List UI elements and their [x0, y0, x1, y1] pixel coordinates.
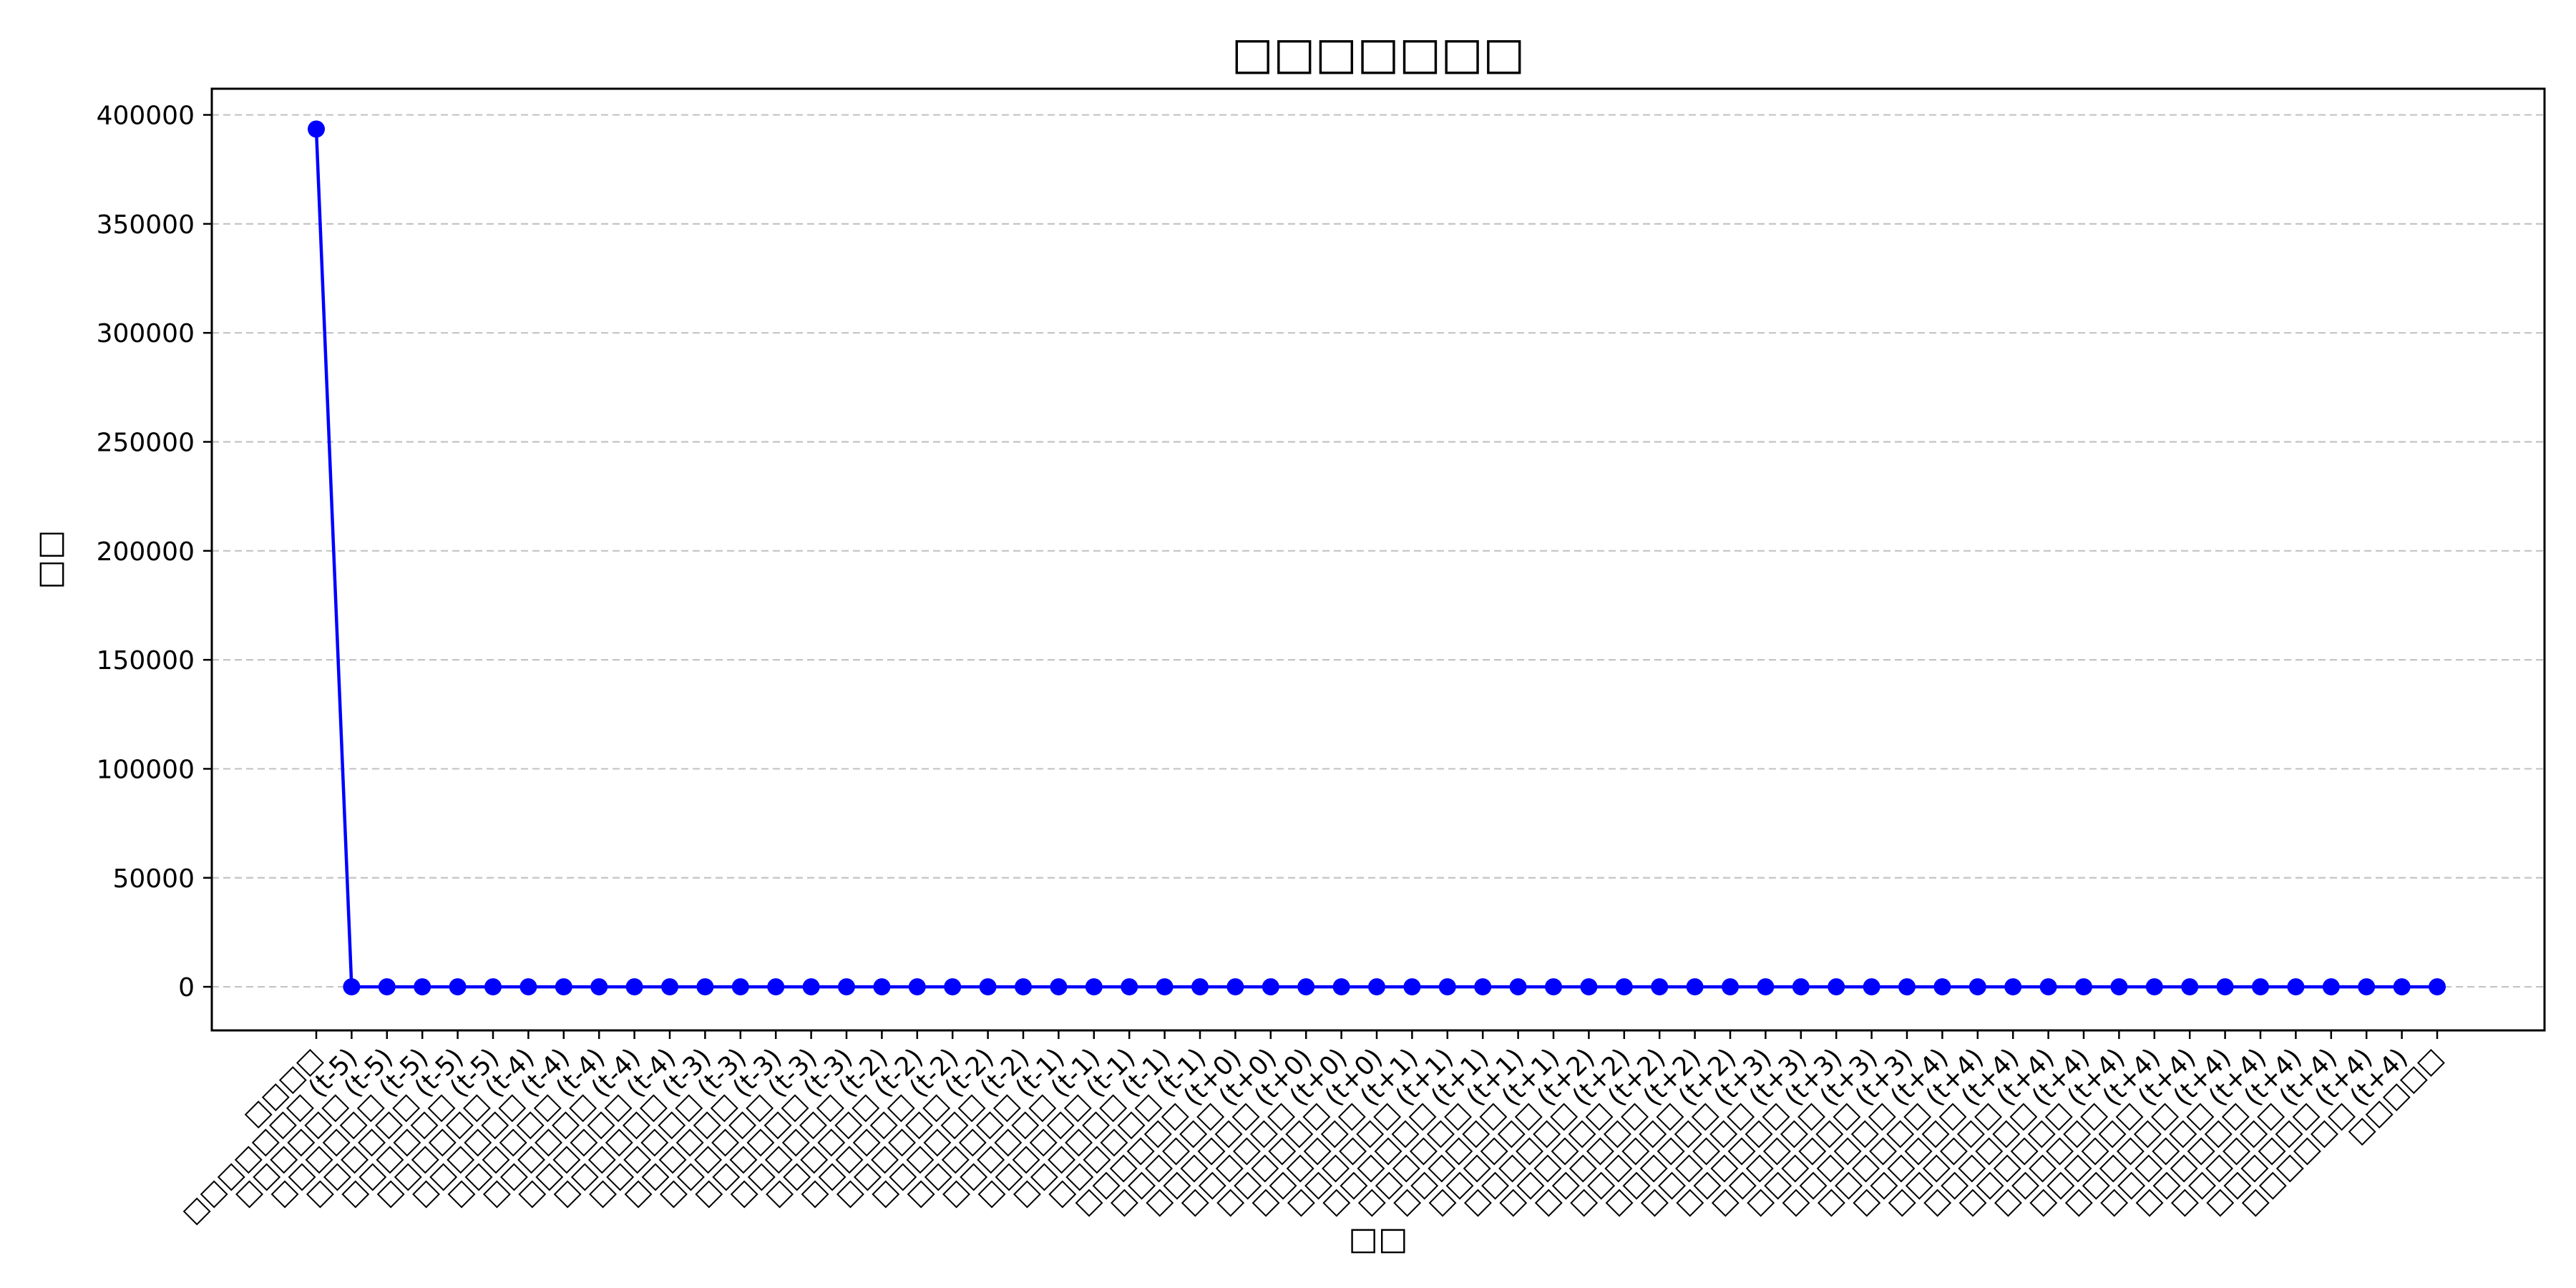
data-point [696, 978, 714, 996]
data-point [1121, 978, 1138, 996]
data-point [731, 978, 749, 996]
data-point [1368, 978, 1385, 996]
data-point [1828, 978, 1845, 996]
data-point [1933, 978, 1951, 996]
data-point [767, 978, 785, 996]
data-point [661, 978, 678, 996]
data-point [414, 978, 431, 996]
data-point [1015, 978, 1032, 996]
series-group [308, 120, 2446, 996]
x-axis-label: □□ [1348, 1221, 1407, 1257]
data-point [2039, 978, 2057, 996]
y-axis-label: □□ [31, 530, 68, 589]
data-point [1191, 978, 1209, 996]
y-tick-label: 150000 [97, 646, 195, 675]
data-point [2110, 978, 2128, 996]
data-point [1686, 978, 1704, 996]
data-point [449, 978, 467, 996]
y-tick-label: 350000 [97, 210, 195, 240]
y-tick-label: 200000 [97, 537, 195, 567]
data-point [1615, 978, 1633, 996]
data-point [1403, 978, 1421, 996]
data-point [2358, 978, 2376, 996]
data-point [484, 978, 502, 996]
data-point [1050, 978, 1068, 996]
data-point [378, 978, 396, 996]
y-tick-label: 0 [178, 973, 195, 1002]
data-point [1757, 978, 1775, 996]
y-tick-label: 400000 [97, 102, 195, 131]
data-point [1297, 978, 1315, 996]
y-tick-label: 50000 [112, 864, 195, 894]
data-point [2393, 978, 2411, 996]
data-point [2429, 978, 2446, 996]
data-point [555, 978, 572, 996]
data-point [343, 978, 361, 996]
data-point [519, 978, 537, 996]
data-point [2075, 978, 2092, 996]
data-point [1545, 978, 1562, 996]
data-point [1474, 978, 1492, 996]
data-point [908, 978, 926, 996]
data-point [1722, 978, 1739, 996]
data-point [1580, 978, 1598, 996]
data-point [625, 978, 643, 996]
data-point [1863, 978, 1880, 996]
data-point [1332, 978, 1350, 996]
data-point [1898, 978, 1916, 996]
data-point [802, 978, 820, 996]
data-point [838, 978, 855, 996]
data-point [2252, 978, 2269, 996]
data-point [1438, 978, 1456, 996]
data-point [1156, 978, 1174, 996]
data-point [2004, 978, 2022, 996]
data-point [2287, 978, 2305, 996]
y-tick-label: 300000 [97, 319, 195, 348]
data-point [1651, 978, 1669, 996]
data-point [2145, 978, 2163, 996]
plot-frame [210, 87, 2546, 1032]
data-point [1968, 978, 1986, 996]
data-point [1509, 978, 1527, 996]
data-point [590, 978, 608, 996]
y-axis-ticks: 0 50000 100000 150000 200000 250000 300000 3500… [97, 102, 212, 1002]
data-point [2216, 978, 2234, 996]
data-point [1085, 978, 1103, 996]
y-tick-label: 250000 [97, 429, 195, 458]
y-tick-label: 100000 [97, 755, 195, 784]
data-point [944, 978, 962, 996]
data-point [1226, 978, 1244, 996]
data-point [2181, 978, 2199, 996]
data-point [2322, 978, 2340, 996]
x-axis-ticks: □□□□□□□□□□□ (t-5)□□□□□□ (t-5)□□□□□□ (t-5… [177, 1030, 2449, 1229]
chart-title: □□□□□□□ [1231, 27, 1525, 79]
data-point [1792, 978, 1810, 996]
data-point [308, 120, 325, 138]
data-point [979, 978, 997, 996]
data-point [873, 978, 891, 996]
data-point [1262, 978, 1279, 996]
